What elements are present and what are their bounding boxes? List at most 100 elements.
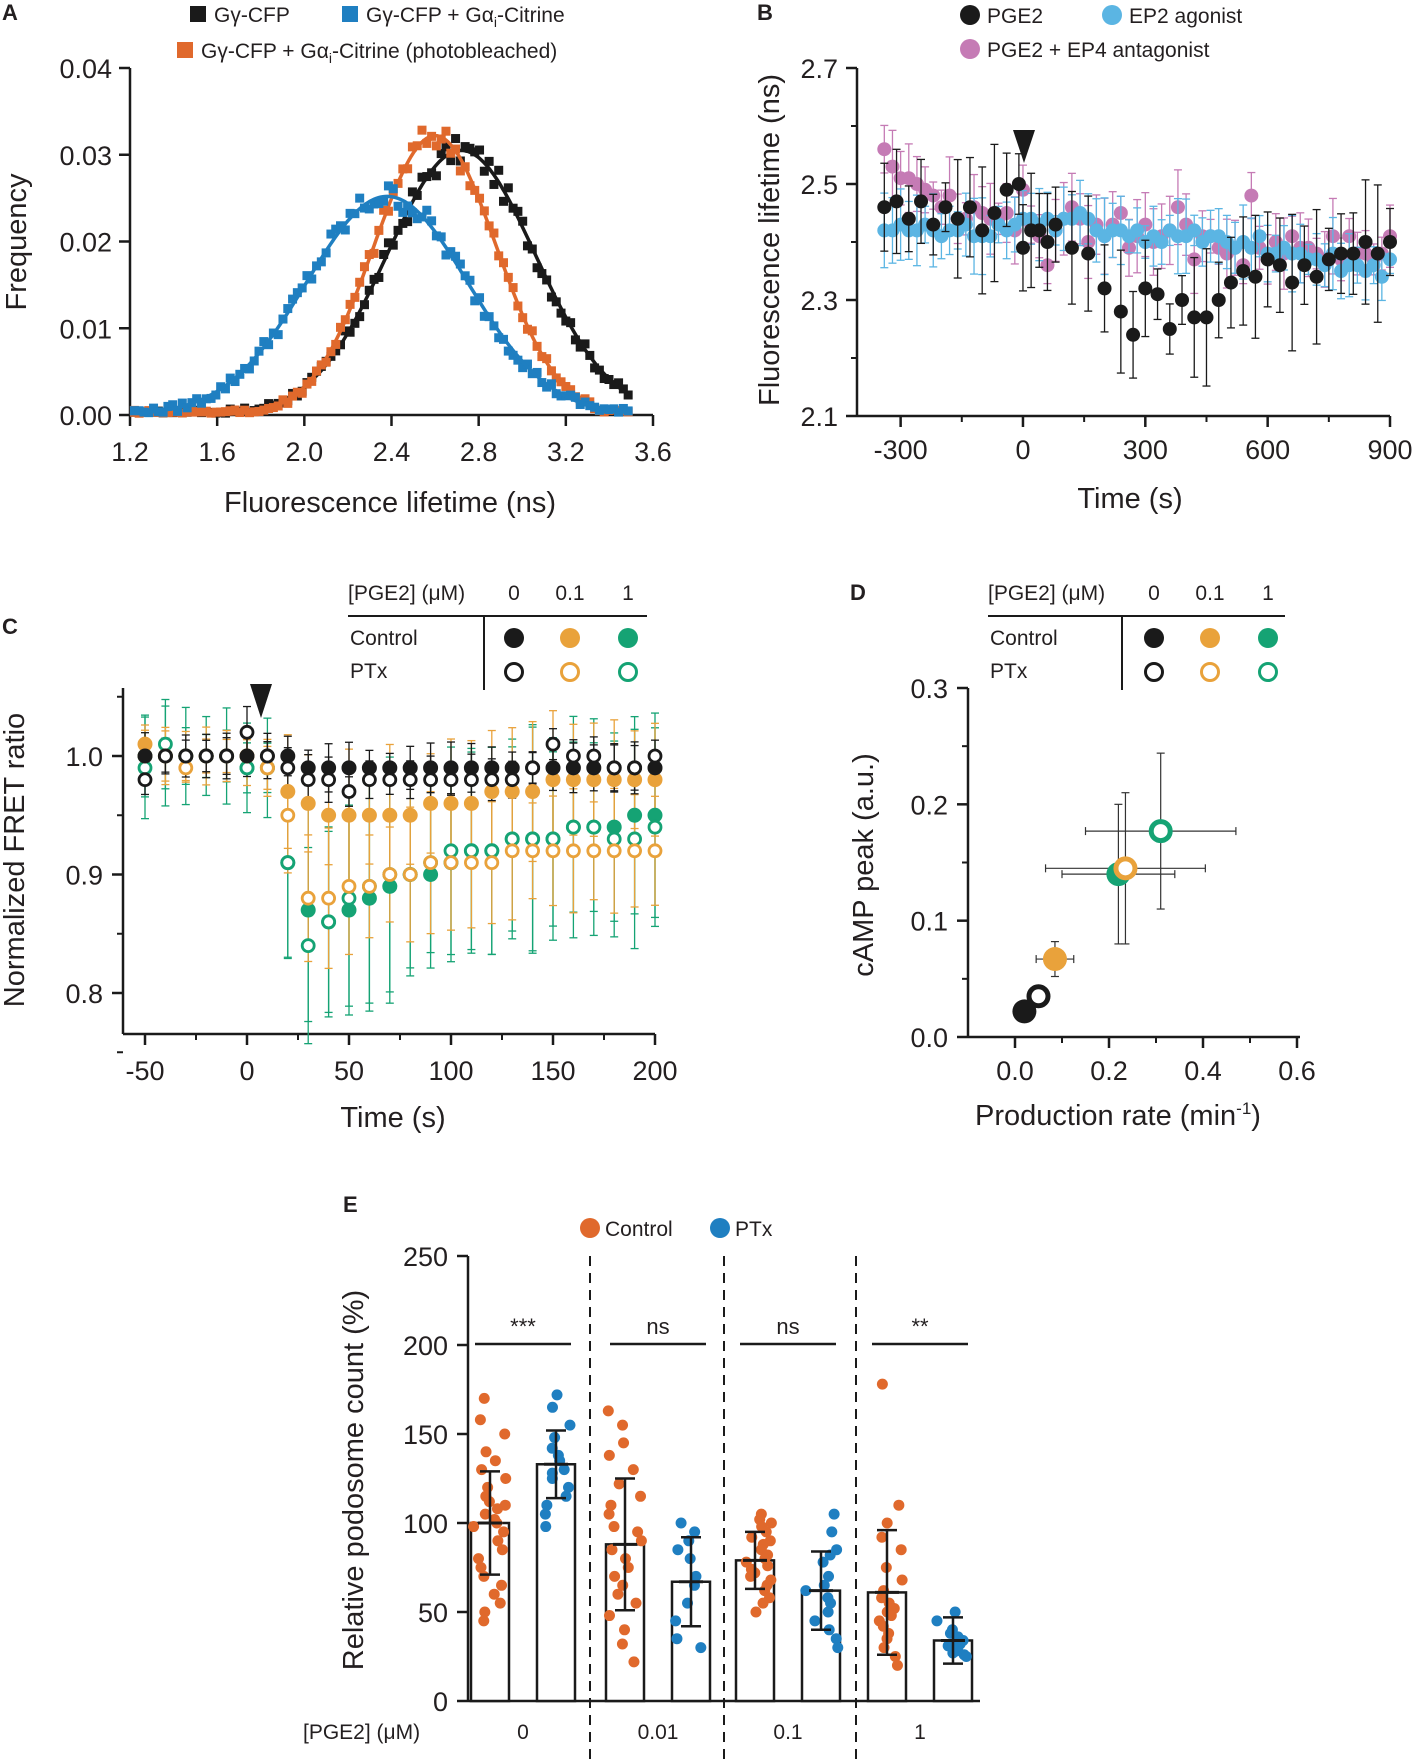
c-point-control-black: [402, 760, 418, 776]
a-point-blue: [273, 330, 283, 340]
e-point-control: [603, 1449, 615, 1461]
d-x-tick-label: 0.0: [996, 1056, 1034, 1086]
b-point-black: [1321, 252, 1336, 267]
a-point-blue: [345, 208, 355, 218]
c-point-control-black: [647, 760, 663, 776]
b-stimulus-arrowhead: [1013, 130, 1035, 163]
c-point-ptx-black: [259, 748, 275, 764]
c-point-control-black: [280, 748, 296, 764]
a-point-orange: [283, 398, 293, 408]
e-point-control: [500, 1473, 512, 1484]
d-table-row-control: Control: [990, 627, 1058, 650]
c-point-control-gold: [504, 784, 520, 800]
legend-e-ptx-marker: [710, 1218, 730, 1238]
e-point-ptx: [675, 1517, 687, 1529]
c-point-control-gold: [484, 784, 500, 800]
c-point-control-black: [300, 760, 316, 776]
e-point-ptx: [817, 1556, 829, 1568]
e-point-control: [489, 1455, 501, 1467]
c-point-ptx-green: [627, 831, 642, 847]
b-point-black: [914, 194, 929, 209]
c-x-tick-label: 200: [632, 1056, 677, 1086]
e-y-tick-label: 0: [433, 1687, 448, 1717]
a-point-blue: [264, 340, 274, 350]
c-point-ptx-gold: [321, 890, 337, 906]
e-point-control: [498, 1526, 510, 1538]
a-y-tick-label: 0.04: [59, 54, 112, 84]
a-point-blue: [518, 363, 528, 373]
b-point-black: [1040, 235, 1055, 249]
b-point-black: [1285, 275, 1300, 290]
d-key-control-0.1: [1200, 628, 1220, 648]
a-point-black: [494, 165, 504, 175]
d-point-PTx-0.1: [1113, 856, 1138, 881]
e-y-tick-label: 100: [403, 1509, 448, 1539]
b-point-black: [1097, 281, 1112, 296]
a-point-blue: [446, 247, 456, 257]
b-point-black: [1126, 327, 1141, 342]
a-point-blue: [211, 390, 221, 400]
c-point-ptx-green: [341, 890, 357, 906]
e-y-tick-label: 150: [403, 1420, 448, 1450]
a-x-tick-label: 1.6: [198, 437, 236, 467]
e-point-control: [478, 1392, 490, 1404]
e-data: 0 *** 0.01 ns 0.1 ns 1 **: [468, 1256, 974, 1760]
e-point-control: [896, 1574, 908, 1586]
a-point-orange: [446, 148, 456, 158]
a-point-blue: [383, 181, 393, 191]
legend-a-cit-label: Gγ-CFP + Gαi-Citrine: [366, 4, 565, 30]
b-point-black: [1383, 235, 1397, 249]
b-point-lightblue: [1252, 229, 1267, 244]
b-point-black: [926, 217, 941, 232]
c-table-conc-1: 0.1: [555, 582, 584, 605]
b-point-black: [1248, 269, 1263, 284]
e-x-category-label: 1: [914, 1721, 926, 1744]
a-point-blue: [479, 311, 489, 321]
a-point-black: [340, 326, 350, 336]
a-point-blue: [283, 304, 293, 314]
c-point-control-green: [361, 890, 377, 906]
e-point-control: [618, 1437, 630, 1449]
e-sig-label: **: [911, 1314, 929, 1339]
a-point-blue: [196, 398, 206, 408]
a-point-orange: [379, 205, 389, 215]
e-point-ptx: [564, 1419, 576, 1431]
d-point-PTx-1: [1148, 819, 1173, 844]
b-point-black: [1150, 287, 1165, 302]
a-point-orange: [240, 405, 250, 415]
a-point-blue: [369, 199, 379, 209]
a-point-black: [575, 342, 585, 352]
c-point-ptx-gold: [545, 843, 561, 859]
a-point-black: [460, 142, 470, 152]
legend-e-ptx-label: PTx: [735, 1218, 773, 1241]
d-y-tick-label: 0.0: [910, 1023, 948, 1053]
legend-a-cit-swatch: [342, 6, 358, 22]
b-point-black: [962, 200, 977, 215]
a-point-blue: [470, 296, 480, 306]
e-point-control: [619, 1624, 631, 1636]
b-point-black: [1370, 246, 1385, 261]
c-key-control-1: [618, 628, 638, 648]
d-point-Control-0: [1012, 999, 1037, 1024]
a-point-blue: [292, 288, 302, 298]
a-point-orange: [225, 406, 235, 416]
e-point-control: [478, 1615, 490, 1627]
b-point-black: [1162, 322, 1177, 336]
c-point-ptx-gold: [566, 843, 581, 859]
d-key-control-0: [1144, 628, 1164, 648]
c-x-tick-label: 100: [428, 1056, 473, 1086]
a-fit-line-orange: [130, 133, 632, 417]
c-point-control-gold: [137, 736, 153, 752]
b-point-black: [1236, 264, 1251, 278]
e-point-control: [760, 1526, 772, 1538]
e-point-ptx: [949, 1606, 961, 1618]
a-point-orange: [527, 326, 537, 336]
c-key-ptx-0.1: [560, 662, 580, 682]
legend-b-ep2-marker: [1102, 5, 1122, 25]
a-x-tick-label: 2.8: [460, 437, 498, 467]
d-y-tick-label: 0.1: [910, 907, 948, 937]
a-point-blue: [580, 397, 590, 407]
c-point-ptx-black: [525, 760, 540, 776]
e-point-control: [750, 1606, 762, 1618]
e-point-control: [881, 1517, 893, 1529]
